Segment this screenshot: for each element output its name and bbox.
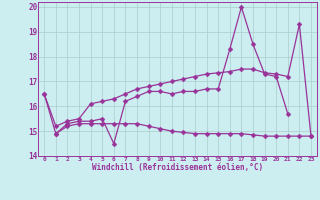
X-axis label: Windchill (Refroidissement éolien,°C): Windchill (Refroidissement éolien,°C) — [92, 163, 263, 172]
